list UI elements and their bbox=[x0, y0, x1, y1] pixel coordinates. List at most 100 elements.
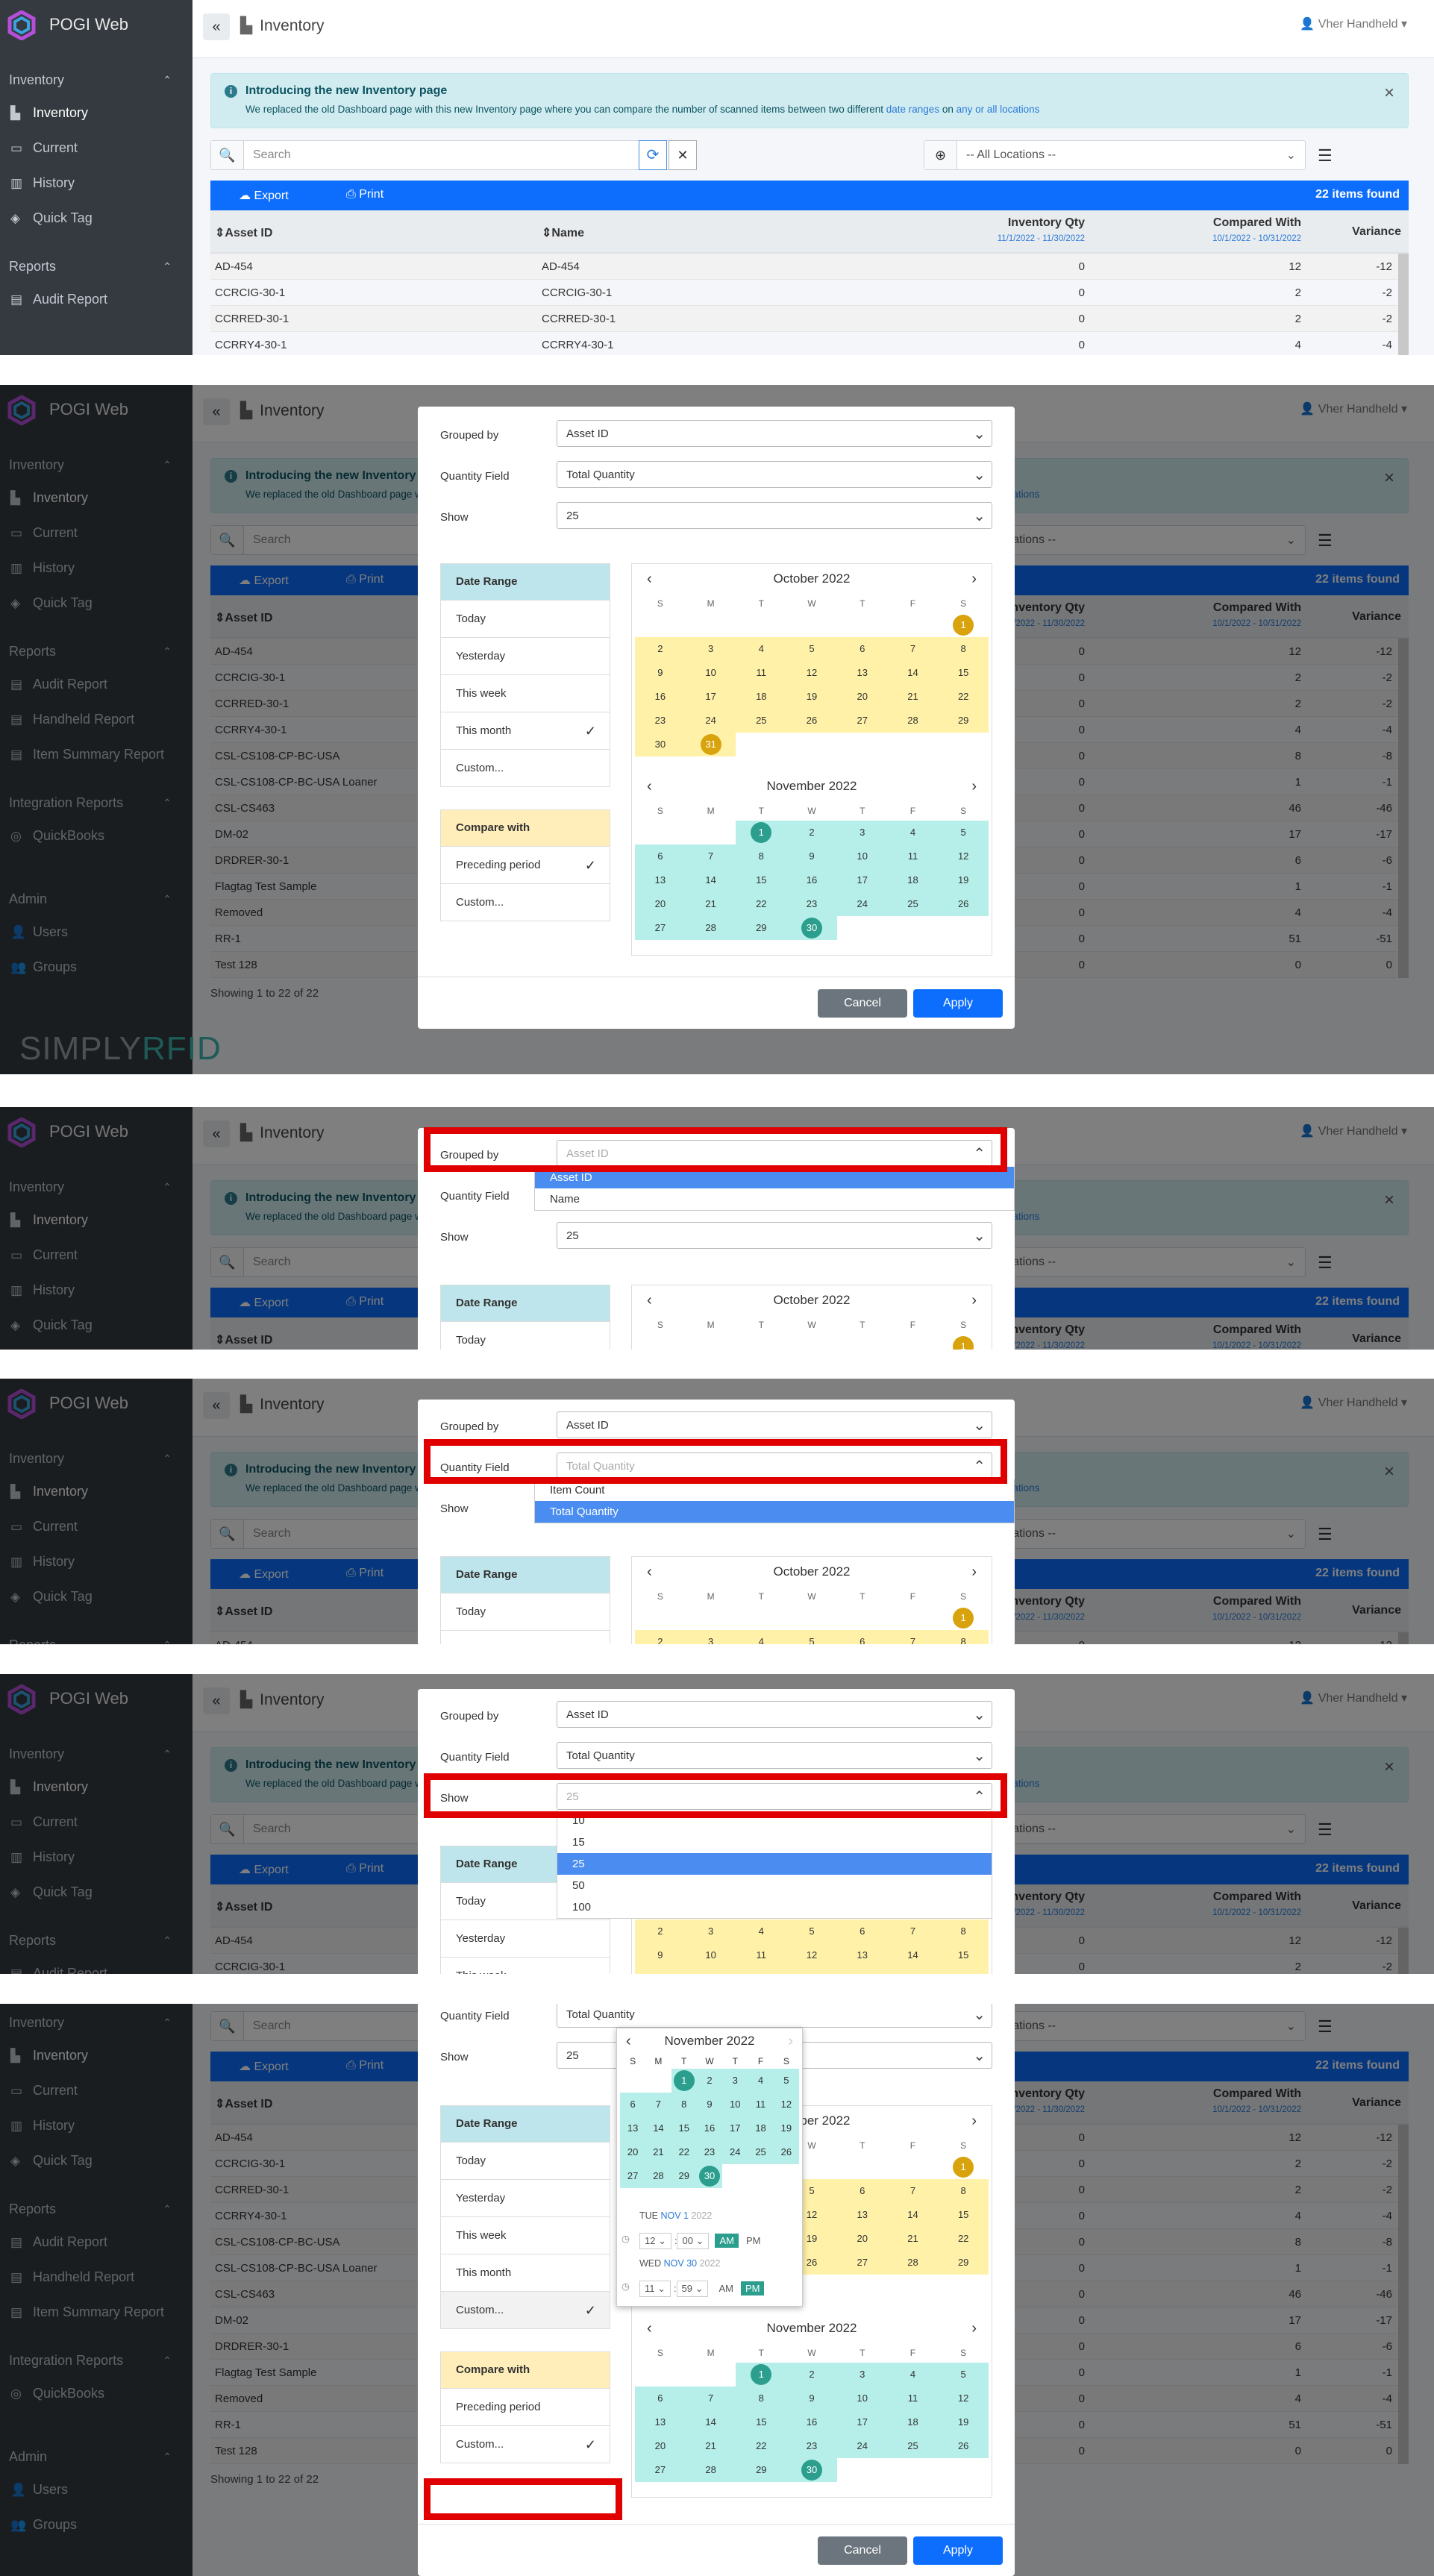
calendar-day[interactable]: 2 bbox=[635, 1630, 686, 1644]
calendar-day[interactable]: 23 bbox=[786, 2434, 837, 2458]
option[interactable]: Name bbox=[550, 1193, 580, 1206]
date-range-option[interactable]: Yesterday bbox=[441, 1920, 610, 1957]
grouped-by-select[interactable]: Asset ID ⌄ bbox=[557, 1701, 992, 1728]
calendar-day[interactable]: 5 bbox=[786, 1920, 837, 1943]
date-range-option[interactable]: Today bbox=[441, 2142, 610, 2179]
calendar-day[interactable]: 1 bbox=[938, 1335, 989, 1350]
calendar-day[interactable]: 4 bbox=[748, 2069, 774, 2093]
chevron-left-icon[interactable]: ‹ bbox=[647, 1292, 652, 1309]
calendar-day[interactable]: 12 bbox=[786, 1943, 837, 1967]
calendar-day[interactable]: 17 bbox=[685, 1967, 736, 1974]
calendar-day[interactable]: 6 bbox=[836, 1630, 888, 1644]
calendar-day[interactable]: 19 bbox=[773, 2116, 799, 2140]
calendar-day[interactable]: 7 bbox=[685, 2387, 736, 2410]
date-range-option[interactable]: Today bbox=[441, 1593, 610, 1630]
calendar-day[interactable]: 6 bbox=[836, 637, 888, 661]
compare-with-option[interactable]: Custom... ✓ bbox=[441, 2425, 610, 2463]
export-button[interactable]: ☁ Export bbox=[239, 189, 289, 202]
calendar-day[interactable]: 8 bbox=[938, 637, 989, 661]
calendar-day[interactable]: 26 bbox=[786, 709, 837, 733]
sidebar-item-current[interactable]: ▭ Current bbox=[0, 131, 192, 166]
nav-section-reports[interactable]: Reports ⌃ bbox=[0, 251, 192, 282]
calendar-day[interactable]: 3 bbox=[722, 2069, 748, 2093]
calendar-day[interactable]: 17 bbox=[722, 2116, 748, 2140]
chevron-right-icon[interactable]: › bbox=[971, 2113, 977, 2129]
calendar-day[interactable]: 3 bbox=[836, 2363, 888, 2387]
calendar-day[interactable]: 29 bbox=[671, 2164, 697, 2188]
calendar-day[interactable]: 9 bbox=[696, 2093, 723, 2116]
calendar-day[interactable]: 6 bbox=[836, 1920, 888, 1943]
calendar-day[interactable]: 24 bbox=[685, 709, 736, 733]
hour-select[interactable]: 12 ⌄ bbox=[639, 2233, 671, 2249]
calendar-day[interactable]: 25 bbox=[887, 892, 939, 916]
calendar-day[interactable]: 7 bbox=[887, 2179, 939, 2203]
calendar-day[interactable]: 1 bbox=[736, 2363, 787, 2387]
calendar-day[interactable]: 18 bbox=[736, 685, 787, 709]
option[interactable]: Total Quantity bbox=[535, 1501, 1014, 1523]
chevron-left-icon[interactable]: ‹ bbox=[647, 571, 652, 587]
calendar-day[interactable]: 21 bbox=[887, 685, 939, 709]
calendar-day[interactable]: 20 bbox=[836, 685, 888, 709]
pm-toggle[interactable]: PM bbox=[740, 2281, 765, 2295]
calendar-day[interactable]: 10 bbox=[722, 2093, 748, 2116]
calendar-day[interactable]: 15 bbox=[736, 2410, 787, 2434]
calendar-day[interactable]: 12 bbox=[938, 2387, 989, 2410]
quantity-field-select[interactable]: Total Quantity ⌃ bbox=[557, 1452, 992, 1479]
calendar-day[interactable]: 13 bbox=[620, 2116, 646, 2140]
date-range-option[interactable]: Custom... bbox=[441, 749, 610, 786]
date-range-option[interactable]: This month bbox=[441, 2254, 610, 2291]
calendar-day[interactable]: 11 bbox=[748, 2093, 774, 2116]
calendar-day[interactable]: 15 bbox=[938, 2203, 989, 2227]
date-range-option[interactable]: Today bbox=[441, 1321, 610, 1350]
chevron-right-icon[interactable]: › bbox=[971, 778, 977, 795]
calendar-day[interactable]: 14 bbox=[887, 1943, 939, 1967]
calendar-day[interactable]: 14 bbox=[887, 661, 939, 685]
calendar-day[interactable]: 3 bbox=[685, 1630, 736, 1644]
calendar-day[interactable]: 10 bbox=[836, 2387, 888, 2410]
calendar-day[interactable]: 1 bbox=[938, 613, 989, 637]
calendar-day[interactable]: 2 bbox=[786, 821, 837, 844]
calendar-day[interactable]: 16 bbox=[635, 685, 686, 709]
calendar-day[interactable]: 22 bbox=[736, 892, 787, 916]
calendar-day[interactable]: 29 bbox=[736, 916, 787, 940]
calendar-day[interactable]: 20 bbox=[635, 2434, 686, 2458]
calendar-day[interactable]: 8 bbox=[938, 1920, 989, 1943]
calendar-day[interactable]: 14 bbox=[685, 2410, 736, 2434]
calendar-day[interactable]: 13 bbox=[836, 2203, 888, 2227]
calendar-day[interactable]: 22 bbox=[938, 1967, 989, 1974]
quantity-field-select[interactable]: Total Quantity ⌄ bbox=[557, 2004, 992, 2028]
calendar-day[interactable]: 18 bbox=[748, 2116, 774, 2140]
calendar-day[interactable]: 1 bbox=[671, 2069, 697, 2093]
scrollbar[interactable] bbox=[1398, 254, 1409, 355]
calendar-day[interactable]: 5 bbox=[786, 1630, 837, 1644]
quantity-field-select[interactable]: Total Quantity ⌄ bbox=[557, 1742, 992, 1769]
calendar-day[interactable]: 5 bbox=[938, 821, 989, 844]
chevron-left-icon[interactable]: ‹ bbox=[647, 1564, 652, 1580]
calendar-day[interactable]: 6 bbox=[836, 2179, 888, 2203]
calendar-day[interactable]: 30 bbox=[696, 2164, 723, 2188]
option[interactable]: Item Count bbox=[550, 1484, 605, 1497]
date-range-option[interactable]: This week bbox=[441, 674, 610, 712]
calendar-day[interactable]: 15 bbox=[736, 868, 787, 892]
calendar-day[interactable]: 16 bbox=[635, 1967, 686, 1974]
calendar-day[interactable]: 17 bbox=[685, 685, 736, 709]
date-range-option[interactable]: Today bbox=[441, 600, 610, 637]
cancel-button[interactable]: Cancel bbox=[818, 989, 907, 1018]
date-ranges-link[interactable]: date ranges bbox=[886, 104, 940, 115]
calendar-day[interactable]: 9 bbox=[635, 661, 686, 685]
close-icon[interactable]: × bbox=[1383, 83, 1394, 103]
calendar-day[interactable]: 17 bbox=[836, 2410, 888, 2434]
calendar-day[interactable]: 1 bbox=[938, 2155, 989, 2179]
calendar-day[interactable]: 21 bbox=[887, 2227, 939, 2251]
calendar-day[interactable]: 27 bbox=[836, 2251, 888, 2275]
date-range-option[interactable]: Yesterday bbox=[441, 637, 610, 674]
cancel-button[interactable]: Cancel bbox=[818, 2536, 907, 2565]
calendar-day[interactable]: 12 bbox=[773, 2093, 799, 2116]
show-select[interactable]: 25 ⌄ bbox=[557, 502, 992, 529]
calendar-day[interactable]: 15 bbox=[938, 661, 989, 685]
calendar-day[interactable]: 12 bbox=[938, 844, 989, 868]
calendar-day[interactable]: 22 bbox=[671, 2140, 697, 2164]
